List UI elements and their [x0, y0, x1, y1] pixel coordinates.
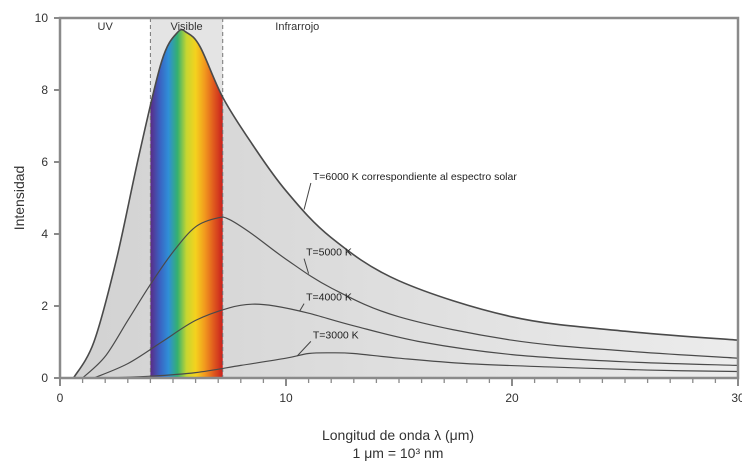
- y-axis-title: Intensidad: [11, 166, 27, 231]
- x-axis-title: Longitud de onda λ (μm): [322, 427, 474, 443]
- x-tick-label: 10: [279, 391, 293, 405]
- fill-layer: [73, 18, 738, 378]
- region-label-visible: Visible: [170, 21, 202, 33]
- region-label-infrarrojo: Infrarrojo: [275, 21, 319, 33]
- x-axis-subtitle: 1 μm = 10³ nm: [353, 445, 444, 461]
- series-line-2: [82, 216, 739, 379]
- area-fill-under-curve: [73, 29, 738, 378]
- annotation-leader-2: [303, 258, 310, 274]
- y-tick-label: 0: [41, 371, 48, 385]
- x-tick-label: 0: [57, 391, 64, 405]
- y-tick-label: 10: [35, 11, 49, 25]
- visible-spectrum-fill: [150, 29, 223, 378]
- y-tick-label: 6: [41, 155, 48, 169]
- y-tick-label: 4: [41, 227, 48, 241]
- region-label-uv: UV: [98, 21, 114, 33]
- series-line-3: [93, 303, 739, 379]
- annotation-label-2: T=5000 K: [306, 247, 352, 259]
- y-tick-label: 2: [41, 299, 48, 313]
- y-tick-label: 8: [41, 83, 48, 97]
- axes-layer: 0 10 20 30 0 2 4 6 8 10: [35, 11, 742, 405]
- annotation-label-4: T=3000 K: [313, 329, 359, 341]
- annotation-label-3: T=4000 K: [306, 292, 352, 304]
- series-line-4: [105, 352, 739, 379]
- x-tick-label: 30: [731, 391, 742, 405]
- annotation-leader-1: [303, 182, 312, 210]
- x-tick-label: 20: [505, 391, 519, 405]
- annotation-leader-3: [299, 303, 305, 312]
- series-line-1: [72, 28, 739, 379]
- annotation-leader-4: [296, 341, 312, 357]
- annotation-label-1: T=6000 K correspondiente al espectro sol…: [313, 171, 517, 183]
- text-layer: Intensidad Longitud de onda λ (μm) 1 μm …: [11, 21, 517, 461]
- curves-layer: [72, 28, 739, 379]
